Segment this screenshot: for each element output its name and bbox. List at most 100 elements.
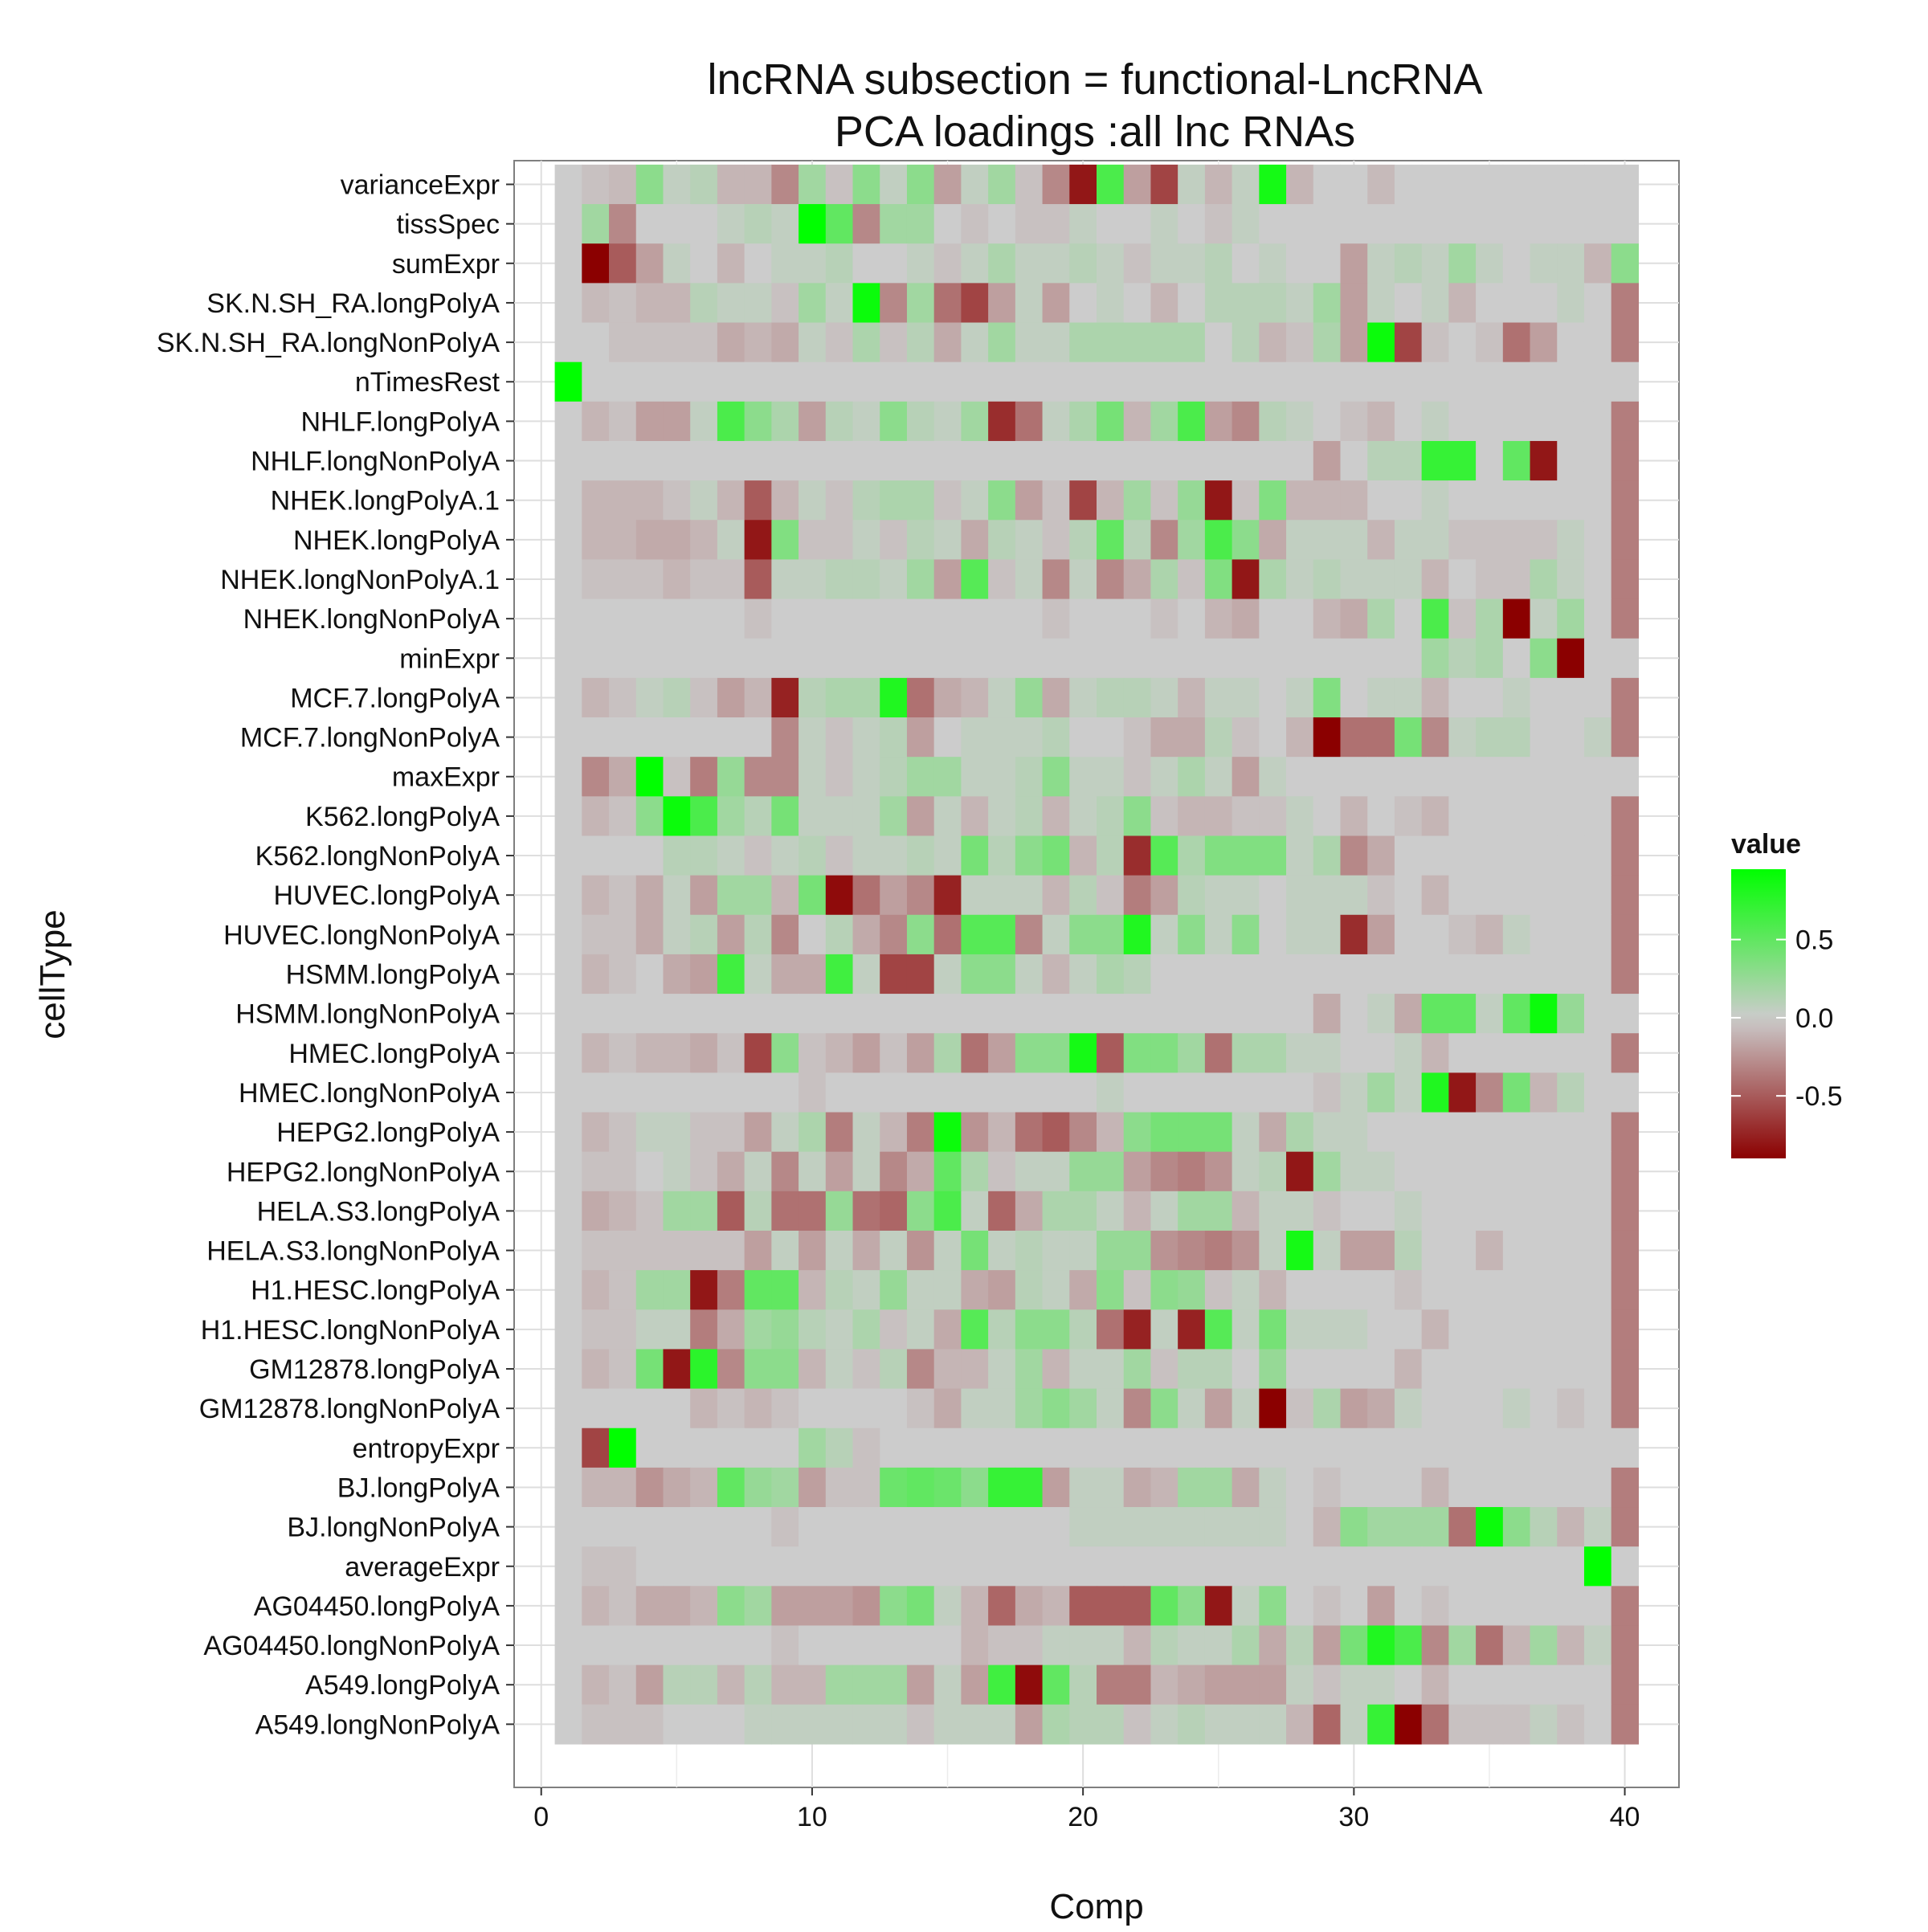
heatmap-cell [1313,914,1342,955]
heatmap-cell [933,677,962,718]
heatmap-cell [554,954,582,995]
heatmap-cell [1232,1349,1260,1390]
heatmap-cell [1232,1586,1260,1627]
heatmap-cell [554,677,582,718]
heatmap-cell [961,1112,989,1153]
heatmap-cell [1448,1625,1477,1666]
heatmap-cell [961,1507,989,1547]
heatmap-cell [1204,1704,1233,1745]
heatmap-cell [1286,598,1314,639]
heatmap-cell [1448,440,1477,481]
heatmap-cell [1476,440,1504,481]
heatmap-cell [1015,1664,1044,1705]
heatmap-cell [852,1230,880,1271]
heatmap-cell [1421,994,1449,1034]
heatmap-cell [554,1625,582,1666]
heatmap-cell [663,717,691,758]
heatmap-cell [1448,559,1477,600]
heatmap-cell [1611,1191,1640,1231]
heatmap-cell [1340,1270,1368,1310]
heatmap-cell [1340,1546,1368,1587]
heatmap-cell [1557,164,1585,205]
heatmap-cell [1204,1664,1233,1705]
heatmap-cell [744,914,772,955]
y-tick-label: minExpr [399,643,500,674]
heatmap-cell [1530,1428,1558,1468]
heatmap-cell [825,1507,854,1547]
heatmap-cell [609,401,637,442]
chart-title: lncRNA subsection = functional-LncRNA [708,55,1483,104]
heatmap-cell [717,1151,745,1192]
heatmap-cell [635,1270,664,1310]
heatmap-cell [1150,954,1178,995]
heatmap-cell [825,1072,854,1113]
heatmap-cell [690,1033,718,1073]
heatmap-cell [1313,520,1342,561]
heatmap-cell [582,835,610,876]
heatmap-cell [1150,757,1178,797]
heatmap-cell [1286,1309,1314,1350]
heatmap-cell [799,283,827,324]
heatmap-cell [554,757,582,797]
heatmap-cell [988,1072,1016,1113]
heatmap-cell [1123,1112,1152,1153]
heatmap-cell [933,1428,962,1468]
heatmap-cell [1611,796,1640,837]
heatmap-cell [1042,361,1070,402]
heatmap-cell [852,757,880,797]
heatmap-cell [1502,520,1531,561]
heatmap-cell [1476,1270,1504,1310]
heatmap-cell [690,638,718,679]
heatmap-cell [880,1546,908,1587]
heatmap-cell [880,914,908,955]
heatmap-cell [1367,1586,1395,1627]
heatmap-cell [1448,1112,1477,1153]
heatmap-cell [1313,1507,1342,1547]
heatmap-cell [663,1664,691,1705]
heatmap-cell [582,1230,610,1271]
heatmap-cell [609,1586,637,1627]
heatmap-cell [582,520,610,561]
heatmap-cell [1259,835,1287,876]
heatmap-cell [1557,1388,1585,1429]
heatmap-cell [1367,1428,1395,1468]
y-tick-label: HUVEC.longPolyA [273,880,500,911]
heatmap-cell [1150,1033,1178,1073]
heatmap-cell [1259,559,1287,600]
heatmap-cell [717,1112,745,1153]
heatmap-cell [1042,954,1070,995]
heatmap-cell [554,322,582,363]
heatmap-cell [690,598,718,639]
x-tick-label: 20 [1068,1802,1098,1832]
heatmap-cell [771,638,799,679]
heatmap-cell [1421,1625,1449,1666]
heatmap-cell [1502,1546,1531,1587]
heatmap-cell [1530,1467,1558,1508]
heatmap-cell [1123,1230,1152,1271]
heatmap-cell [1123,164,1152,205]
heatmap-cell [1069,1033,1097,1073]
heatmap-cell [1123,520,1152,561]
heatmap-cell [1367,243,1395,284]
heatmap-cell [1340,1309,1368,1350]
heatmap-cell [1123,243,1152,284]
heatmap-cell [880,1507,908,1547]
heatmap-cell [880,322,908,363]
heatmap-cell [1530,401,1558,442]
heatmap-cell [1232,322,1260,363]
heatmap-cell [1583,598,1612,639]
heatmap-cell [906,1309,935,1350]
heatmap-cell [1557,1625,1585,1666]
heatmap-cell [825,243,854,284]
heatmap-cell [690,1664,718,1705]
heatmap-cell [1123,677,1152,718]
heatmap-cell [1150,1270,1178,1310]
heatmap-cell [1286,717,1314,758]
heatmap-cell [1502,401,1531,442]
heatmap-cell [663,1546,691,1587]
legend-ticks: 0.50.0-0.5 [1731,925,1843,1112]
heatmap-cell [906,1507,935,1547]
heatmap-cell [988,1625,1016,1666]
heatmap-cell [880,401,908,442]
heatmap-cell [906,796,935,837]
